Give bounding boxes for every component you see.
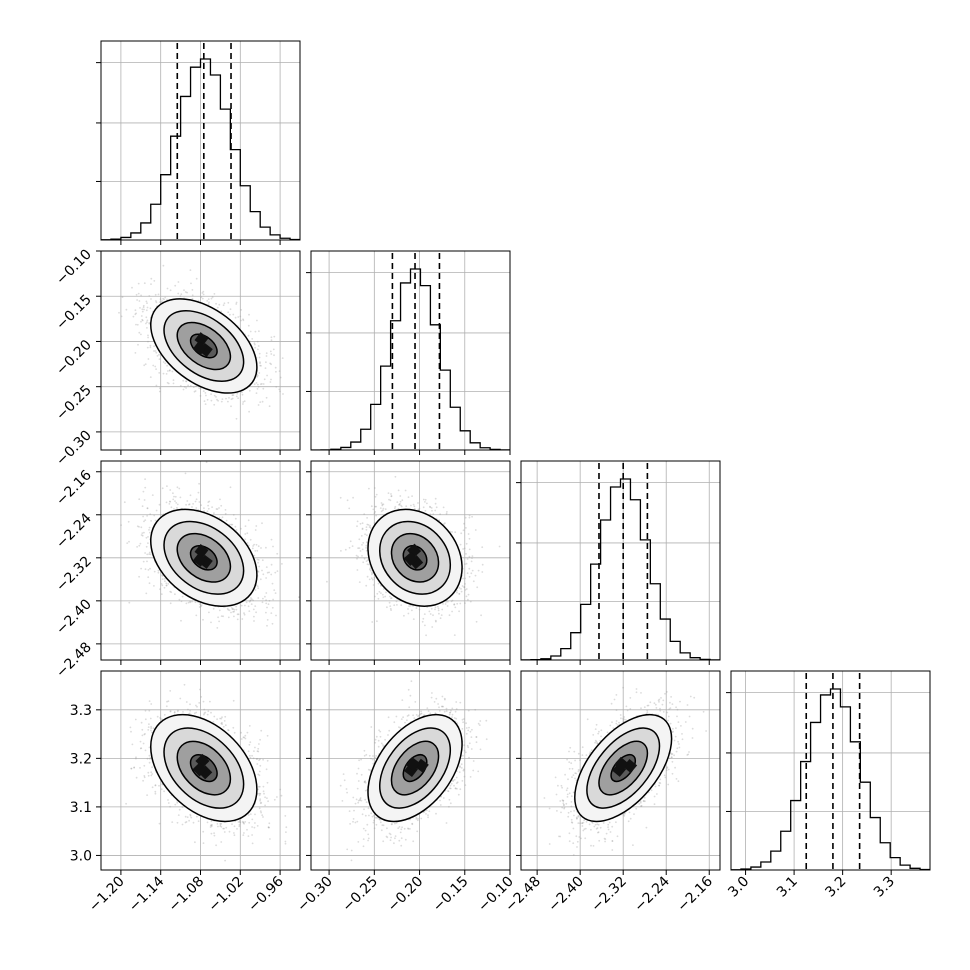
y-tick-label-3: −0.15 — [53, 292, 95, 334]
density-contours — [367, 713, 463, 823]
hist-panel-1 — [306, 250, 511, 455]
scatter-panel-1-0: −0.30−0.25−0.20−0.15−0.10 — [53, 247, 301, 469]
grid — [731, 671, 930, 870]
hist-panel-2 — [516, 460, 721, 665]
x-tick-label-1: −1.14 — [126, 873, 168, 915]
y-tick-label-1: −0.25 — [53, 382, 95, 424]
x-tick-label-0: 3.0 — [725, 874, 752, 901]
y-tick-label-2: −0.20 — [53, 337, 95, 379]
scatter-panel-2-1 — [306, 460, 511, 665]
y-tick-label-1: −2.40 — [53, 596, 95, 638]
density-core — [192, 543, 213, 569]
density-core — [612, 756, 638, 777]
density-core — [192, 753, 213, 780]
y-tick-label-2: −2.32 — [53, 553, 95, 595]
panel-frame — [310, 250, 511, 451]
density-cell-2 — [614, 756, 629, 772]
scatter-panel-3-0: −1.20−1.14−1.08−1.02−0.96 3.0 3.1 3.2 3.3 — [70, 670, 301, 916]
y-tick-label-1: 3.1 — [70, 800, 92, 816]
histogram-step — [521, 478, 720, 660]
scatter-panel-3-1: −0.30 −0.25 −0.20 −0.15 −0.10 — [294, 670, 517, 916]
x-tick-label-0: −0.30 — [294, 874, 336, 916]
x-tick-label-2: 3.2 — [822, 874, 849, 901]
density-core — [192, 332, 213, 358]
panel-frame — [730, 670, 931, 871]
x-tick-label-1: −0.25 — [339, 874, 381, 916]
hist-panel-3: 3.0 3.1 3.2 3.3 — [725, 670, 931, 901]
density-cell-2 — [192, 762, 207, 777]
density-core — [404, 757, 429, 778]
x-tick-label-2: −2.32 — [588, 874, 630, 916]
density-cell-2 — [406, 757, 421, 772]
panel-frame — [520, 460, 721, 661]
panel-frame — [520, 670, 721, 871]
y-tick-label-0: 3.0 — [70, 848, 92, 864]
density-contours — [150, 508, 258, 607]
y-tick-label-0: −0.30 — [53, 427, 95, 469]
density-core — [403, 543, 424, 570]
x-tick-label-0: −1.20 — [86, 874, 128, 916]
grid — [521, 461, 720, 660]
x-tick-label-2: −1.08 — [166, 874, 208, 916]
grid — [521, 671, 720, 870]
x-tick-label-4: −0.96 — [245, 873, 287, 915]
histogram-step — [101, 58, 300, 240]
y-tick-label-3: −2.24 — [53, 510, 95, 552]
x-tick-label-3: −2.24 — [631, 873, 673, 915]
x-tick-label-4: −2.16 — [674, 873, 716, 915]
y-tick-label-2: 3.2 — [70, 751, 92, 767]
histogram-step — [311, 268, 510, 450]
y-tick-label-0: −2.48 — [53, 639, 95, 681]
histogram-step — [731, 688, 930, 870]
scatter-panel-2-0: −2.48−2.40−2.32−2.24−2.16 — [53, 460, 301, 681]
panel-frame — [310, 460, 511, 661]
hist-panel-0 — [96, 40, 301, 245]
density-cell-2 — [192, 552, 207, 567]
panel-frame — [310, 670, 511, 871]
density-contours — [149, 298, 258, 394]
density-contours — [149, 713, 258, 823]
x-tick-label-3: 3.3 — [871, 874, 898, 901]
density-contours — [574, 713, 673, 823]
y-tick-label-4: −0.10 — [53, 247, 95, 289]
x-tick-label-2: −0.20 — [385, 874, 427, 916]
density-cell-2 — [192, 340, 207, 355]
x-tick-label-1: 3.1 — [774, 874, 801, 901]
x-tick-label-3: −1.02 — [205, 874, 247, 916]
y-tick-label-4: −2.16 — [53, 467, 95, 509]
grid — [311, 251, 510, 450]
x-tick-label-3: −0.15 — [430, 874, 472, 916]
density-cell-2 — [403, 551, 418, 566]
x-tick-label-1: −2.40 — [545, 874, 587, 916]
density-contours — [367, 508, 463, 607]
scatter-panel-3-2: −2.48 −2.40 −2.32 −2.24 −2.16 — [502, 670, 721, 916]
grid — [101, 41, 300, 240]
y-tick-label-3: 3.3 — [70, 703, 92, 719]
